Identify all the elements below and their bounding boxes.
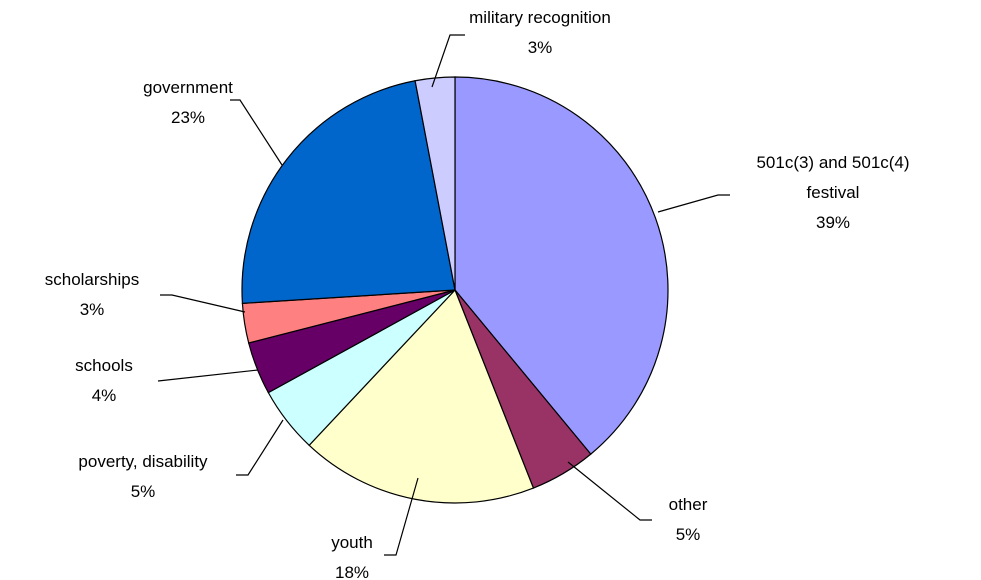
category-label: government xyxy=(143,78,233,97)
category-label: youth xyxy=(331,533,373,552)
slice-label: scholarships 3% xyxy=(12,265,172,325)
category-label: scholarships xyxy=(44,270,140,289)
leader-line xyxy=(236,419,284,476)
category-label: poverty, disability xyxy=(78,452,208,471)
slice-label: youth 18% xyxy=(312,528,392,580)
leader-line xyxy=(160,294,246,313)
category-label: military recognition xyxy=(469,8,611,27)
category-label: 501c(3) and 501c(4) festival xyxy=(756,153,910,202)
leader-line xyxy=(567,461,652,521)
slice-label: poverty, disability 5% xyxy=(33,447,253,507)
pie-slice xyxy=(308,288,535,504)
leader-line xyxy=(157,369,259,382)
leader-line xyxy=(230,99,283,166)
value-label: 5% xyxy=(130,482,156,501)
slice-label: schools 4% xyxy=(44,351,164,411)
value-label: 3% xyxy=(527,38,553,57)
value-label: 18% xyxy=(334,563,370,580)
value-label: 39% xyxy=(815,213,851,232)
slice-label: government 23% xyxy=(118,73,258,133)
value-label: 3% xyxy=(79,300,105,319)
value-label: 23% xyxy=(170,108,206,127)
slice-label: 501c(3) and 501c(4) festival 39% xyxy=(743,148,923,238)
category-label: other xyxy=(668,495,708,514)
leader-line xyxy=(384,477,419,556)
leader-line xyxy=(657,194,730,213)
pie-slice xyxy=(241,80,456,305)
slice-label: other 5% xyxy=(648,490,728,550)
value-label: 4% xyxy=(91,386,117,405)
slice-label: military recognition 3% xyxy=(440,3,640,63)
leader-line xyxy=(431,34,465,88)
value-label: 5% xyxy=(675,525,701,544)
category-label: schools xyxy=(75,356,133,375)
pie-slice xyxy=(454,76,669,455)
